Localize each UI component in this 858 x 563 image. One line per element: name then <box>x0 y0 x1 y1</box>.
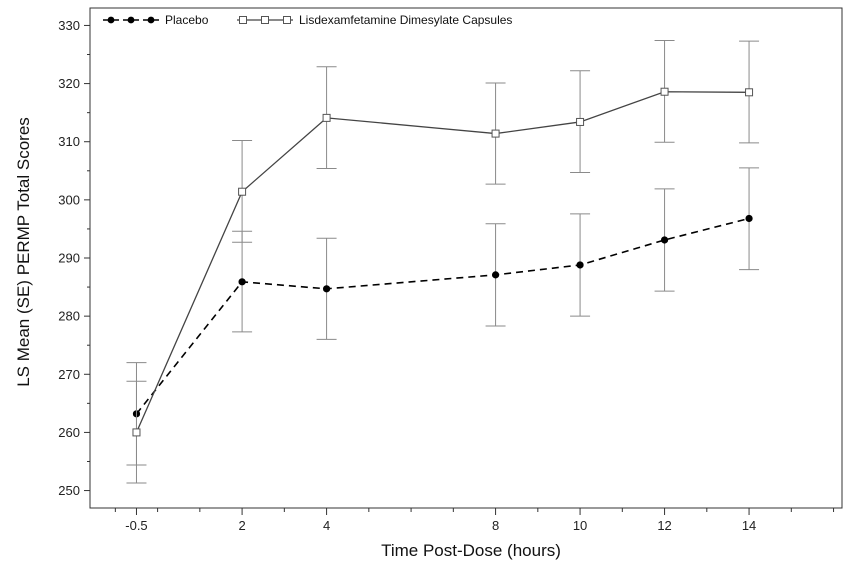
y-axis-title: LS Mean (SE) PERMP Total Scores <box>14 117 33 387</box>
y-tick-label: 250 <box>58 483 80 498</box>
legend-item-placebo: Placebo <box>103 13 209 27</box>
x-tick-label: 12 <box>657 518 671 533</box>
y-tick-label: 310 <box>58 134 80 149</box>
y-tick-label: 320 <box>58 76 80 91</box>
y-tick-label: 300 <box>58 192 80 207</box>
data-point <box>745 214 753 223</box>
y-tick-label: 260 <box>58 425 80 440</box>
series-lisdexamfetamine <box>126 40 760 484</box>
x-tick-label: 10 <box>573 518 587 533</box>
y-tick-label: 280 <box>58 309 80 324</box>
legend-label: Lisdexamfetamine Dimesylate Capsules <box>299 13 512 27</box>
x-tick-label: -0.5 <box>125 518 147 533</box>
data-point <box>745 88 754 97</box>
x-tick-label: 4 <box>323 518 330 533</box>
legend-marker <box>239 16 247 24</box>
x-axis-title: Time Post-Dose (hours) <box>381 541 561 560</box>
legend-marker <box>283 16 291 24</box>
data-point <box>576 117 585 126</box>
data-point <box>491 129 500 138</box>
x-tick-label: 8 <box>492 518 499 533</box>
y-tick-label: 290 <box>58 251 80 266</box>
data-point <box>576 261 584 269</box>
legend-marker <box>127 16 135 24</box>
y-tick-label: 270 <box>58 367 80 382</box>
x-tick-label: 2 <box>238 518 245 533</box>
data-point <box>322 113 331 122</box>
legend-marker <box>147 16 155 24</box>
legend-item-lisdexamfetamine: Lisdexamfetamine Dimesylate Capsules <box>237 13 512 27</box>
x-tick-label: 14 <box>742 518 756 533</box>
data-point <box>660 236 669 244</box>
data-point <box>238 278 246 286</box>
legend-label: Placebo <box>165 13 209 27</box>
data-point <box>491 271 500 279</box>
data-point <box>322 285 331 293</box>
data-point <box>238 187 247 196</box>
data-point <box>132 428 141 437</box>
legend-marker <box>107 16 115 24</box>
legend-marker <box>261 16 269 24</box>
y-tick-label: 330 <box>58 18 80 33</box>
data-point <box>660 87 669 96</box>
